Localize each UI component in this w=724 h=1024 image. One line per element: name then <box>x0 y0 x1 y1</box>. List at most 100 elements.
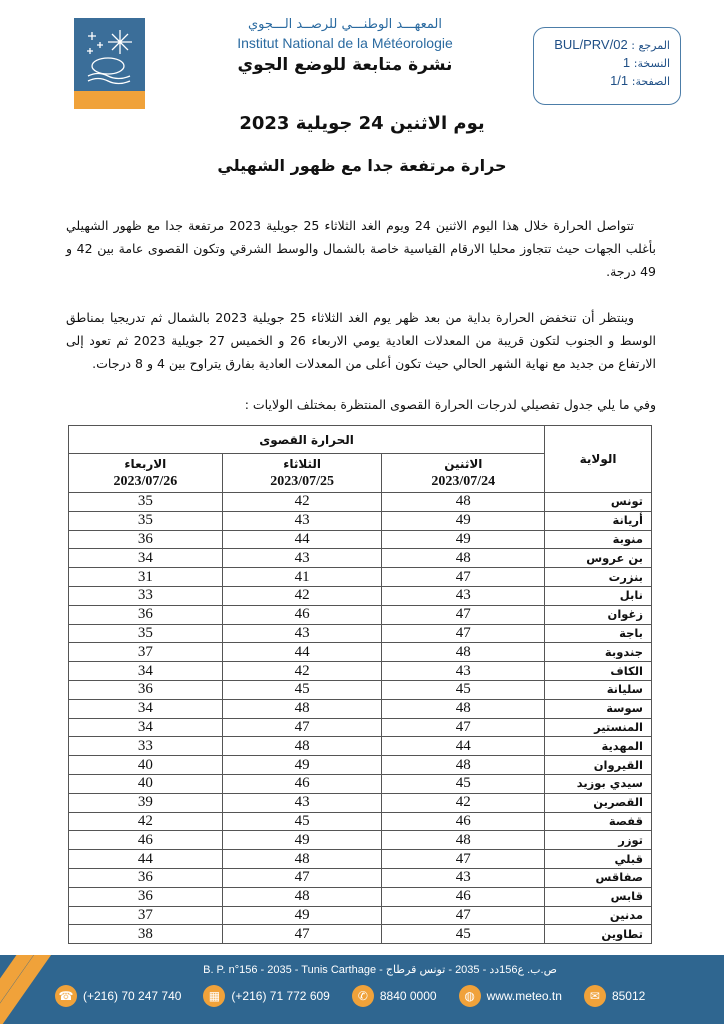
table-row: سوسة 48 48 34 <box>68 698 652 719</box>
gov-name: سليانة <box>544 679 652 700</box>
temp-cell: 41 <box>221 567 383 587</box>
table-row: الكاف 43 42 34 <box>68 661 652 681</box>
temp-cell: 45 <box>381 679 546 700</box>
gov-name: قابس <box>544 886 652 907</box>
gov-name: بن عروس <box>544 548 652 569</box>
gov-name: القصرين <box>544 792 652 813</box>
temp-cell: 35 <box>68 510 223 531</box>
gov-name: باجة <box>544 623 652 644</box>
gov-name: تونس <box>544 492 652 512</box>
temp-cell: 33 <box>68 585 223 606</box>
temp-cell: 42 <box>221 492 383 512</box>
temp-cell: 36 <box>68 529 223 550</box>
table-row: قابس 46 48 36 <box>68 886 652 907</box>
contact-item: ☎ (+216) 70 247 740 <box>55 985 181 1007</box>
contact-item: ✆ 8840 0000 <box>351 985 437 1007</box>
temp-cell: 35 <box>68 623 223 644</box>
temp-cell: 44 <box>381 736 546 757</box>
gov-name: صفاقس <box>544 867 652 888</box>
gov-name: سوسة <box>544 698 652 719</box>
temp-cell: 34 <box>68 548 223 569</box>
temp-cell: 43 <box>381 867 546 888</box>
max-temp-header: الحرارة القصوى <box>67 425 546 454</box>
contact-text: 85012 <box>611 989 646 1003</box>
temp-cell: 46 <box>381 811 546 832</box>
org-name-arabic: المعهـــد الوطنـــي للرصــد الـــجوي <box>247 17 443 32</box>
subtitle: حرارة مرتفعة جدا مع ظهور الشهيلي <box>217 156 507 175</box>
temp-cell: 49 <box>221 830 383 851</box>
contact-item: ✉ 85012 <box>583 985 646 1007</box>
table-row: القيروان 48 49 40 <box>68 755 652 775</box>
header-center: المعهـــد الوطنـــي للرصــد الـــجوي Ins… <box>200 16 490 78</box>
temp-cell: 46 <box>221 773 383 794</box>
temp-cell: 48 <box>221 736 383 757</box>
temp-cell: 34 <box>68 661 223 681</box>
temp-cell: 45 <box>381 773 546 794</box>
paragraph-1: تتواصل الحرارة خلال هذا اليوم الاثنين 24… <box>66 218 656 279</box>
paragraph-3: وفي ما يلي جدول تفصيلي لدرجات الحرارة ال… <box>244 397 656 412</box>
gov-name: نابل <box>544 585 652 606</box>
temp-cell: 49 <box>221 755 383 775</box>
phone-icon: ☎ <box>55 985 77 1007</box>
temp-cell: 42 <box>221 585 383 606</box>
table-row: سليانة 45 45 36 <box>68 679 652 700</box>
table-row: توزر 48 49 46 <box>68 830 652 851</box>
gov-name: منوبة <box>544 529 652 550</box>
footer-contacts: ☎ (+216) 70 247 740 ▦ (+216) 71 772 609 ✆ 884… <box>55 985 667 1007</box>
temp-cell: 46 <box>68 830 223 851</box>
day-header-mon: الاثنين 2023/07/24 <box>381 453 546 493</box>
table-row: صفاقس 43 47 36 <box>68 867 652 888</box>
org-name-french: Institut National de la Météorologie <box>237 35 453 51</box>
sms-icon: ✉ <box>583 985 606 1007</box>
table-row: المهدية 44 48 33 <box>68 736 652 757</box>
reference-box: المرجع : BUL/PRV/02 النسخة: 1 الصفحة: 1/… <box>533 27 681 105</box>
table-row: بن عروس 48 43 34 <box>68 548 652 569</box>
table-row: زغوان 47 46 36 <box>68 604 652 625</box>
temp-cell: 42 <box>221 661 383 681</box>
fax-icon: ▦ <box>203 985 226 1007</box>
temp-cell: 48 <box>221 849 383 869</box>
contact-item: ◍ www.meteo.tn <box>458 985 562 1007</box>
temp-cell: 37 <box>68 642 223 663</box>
table-body: تونس 48 42 35 أريانة 49 43 35 منوبة 49 44 36 بن عروس… <box>68 492 652 945</box>
day-header-wed: الاربعاء 2023/07/26 <box>68 453 223 493</box>
temp-cell: 34 <box>68 717 223 738</box>
temp-cell: 46 <box>381 886 546 907</box>
institute-logo <box>74 18 145 109</box>
table-row: أريانة 49 43 35 <box>68 510 652 531</box>
table-row: مدنين 47 49 37 <box>68 905 652 926</box>
temp-cell: 47 <box>381 717 546 738</box>
paragraph-2: وينتظر أن تنخفض الحرارة بداية من بعد ظهر… <box>66 310 656 371</box>
temp-cell: 47 <box>381 849 546 869</box>
temp-cell: 47 <box>381 623 546 644</box>
temp-cell: 40 <box>68 773 223 794</box>
temp-cell: 35 <box>68 492 223 512</box>
temp-cell: 42 <box>68 811 223 832</box>
temp-cell: 46 <box>221 604 383 625</box>
contact-text: www.meteo.tn <box>486 989 562 1003</box>
temp-cell: 48 <box>381 642 546 663</box>
table-row: منوبة 49 44 36 <box>68 529 652 550</box>
table-row: قبلي 47 48 44 <box>68 849 652 869</box>
temp-cell: 48 <box>221 698 383 719</box>
reference-value: BUL/PRV/02 <box>554 37 628 52</box>
gov-name: بنزرت <box>544 567 652 587</box>
temp-cell: 45 <box>221 679 383 700</box>
gov-name: القيروان <box>544 755 652 775</box>
version-value: 1 <box>622 55 631 70</box>
bulletin-title: نشرة متابعة للوضع الجوي <box>237 55 453 75</box>
temp-cell: 43 <box>221 548 383 569</box>
gov-name: مدنين <box>544 905 652 926</box>
table-row: نابل 43 42 33 <box>68 585 652 606</box>
table-row: تونس 48 42 35 <box>68 492 652 512</box>
temp-cell: 36 <box>68 867 223 888</box>
table-row: جندوبة 48 44 37 <box>68 642 652 663</box>
date-title: يوم الاثنين 24 جويلية 2023 <box>239 113 485 134</box>
temp-cell: 37 <box>68 905 223 926</box>
temp-cell: 43 <box>221 792 383 813</box>
table-row: باجة 47 43 35 <box>68 623 652 644</box>
temp-cell: 45 <box>221 811 383 832</box>
logo-caption-band <box>74 91 145 109</box>
temp-cell: 33 <box>68 736 223 757</box>
temp-cell: 48 <box>381 830 546 851</box>
